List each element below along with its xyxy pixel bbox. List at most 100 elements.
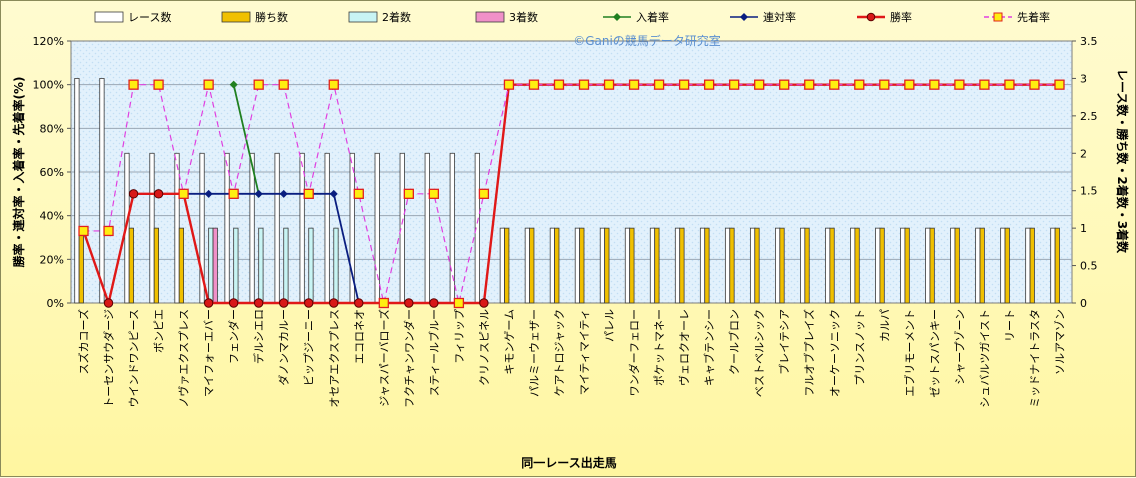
bar <box>499 227 505 304</box>
bar <box>1025 227 1031 304</box>
marker-circle <box>103 298 114 308</box>
category-label: キャブテンシー <box>702 309 716 386</box>
right-axis-ticks: 0 0.5 1 1.5 2 2.5 3 3.5 <box>1072 35 1098 310</box>
bar <box>208 227 214 304</box>
bar <box>524 227 530 304</box>
bar <box>829 227 835 304</box>
category-label: カルパ <box>878 309 891 342</box>
bar <box>954 227 960 304</box>
category-label: オーケーソニック <box>828 309 841 397</box>
bar <box>333 227 339 304</box>
legend-label: 勝ち数 <box>255 10 288 24</box>
category-label: スティールブルー <box>427 309 441 396</box>
marker-square <box>1029 79 1040 90</box>
category-label: ボンピエ <box>153 309 166 353</box>
category-label: デルシエロ <box>252 309 266 364</box>
category-labels: スズカコーズ トーセンサウダージ ウインドワンピース ボンピエ ノヴァエクスプレス マイフ… <box>77 309 1067 408</box>
legend-label: 連対率 <box>763 10 796 24</box>
marker-square <box>603 79 615 90</box>
category-label: ポケットマネー <box>653 309 666 386</box>
bar <box>604 227 610 304</box>
bar <box>704 227 710 304</box>
bar <box>1050 227 1056 304</box>
bar <box>128 227 134 304</box>
bar <box>1029 227 1035 304</box>
category-label: ウインドワンピース <box>128 309 141 407</box>
legend-marker <box>866 12 876 22</box>
marker-circle <box>228 298 239 308</box>
left-tick-label: 20% <box>40 253 64 266</box>
marker-square <box>879 79 890 90</box>
marker-diamond <box>204 189 213 198</box>
bar <box>549 227 555 304</box>
category-label: ワンダーフェロー <box>627 309 641 396</box>
left-tick-label: 100% <box>33 79 64 92</box>
bar <box>504 227 510 304</box>
bar <box>399 152 405 304</box>
bar <box>925 227 931 304</box>
category-label: キモンゲーム <box>503 309 516 375</box>
category-label: ブレイテシア <box>777 309 791 375</box>
marker-circle <box>203 298 214 308</box>
y-axis-left-title: 勝率・連対率・入着率・先着率(%) <box>11 77 26 268</box>
marker-square <box>1004 79 1015 90</box>
marker-square <box>653 79 665 90</box>
category-label: トーセンサウダージ <box>102 309 116 408</box>
category-label: ベストベルシック <box>753 309 766 397</box>
bar <box>850 227 856 304</box>
marker-square <box>904 79 915 90</box>
series-line <box>183 192 360 304</box>
bar <box>1054 227 1060 304</box>
marker-square <box>804 79 815 90</box>
category-label: フクチャンワンダー <box>402 309 416 408</box>
category-label: ノヴァエクスプレス <box>177 309 191 408</box>
bar <box>99 78 105 304</box>
category-label: パレル <box>603 309 616 342</box>
bar <box>529 227 535 304</box>
marker-square <box>929 79 940 90</box>
bar <box>308 227 314 304</box>
watermark: ©Ganiの競馬データ研究室 <box>573 33 721 48</box>
category-label: エブリモーメント <box>902 309 916 397</box>
bar <box>258 227 264 304</box>
bar <box>629 227 635 304</box>
bar <box>729 227 735 304</box>
category-label: エコロネオ <box>353 309 366 364</box>
category-label: パルミーウェザー <box>528 309 541 397</box>
bar <box>149 152 155 304</box>
bar <box>1000 227 1006 304</box>
bar <box>579 227 585 304</box>
marker-square <box>303 188 314 199</box>
bar <box>624 227 631 304</box>
marker-square <box>328 79 339 90</box>
category-label: ソルアマゾン <box>1053 309 1066 375</box>
marker-square <box>553 79 565 90</box>
bar <box>879 227 885 304</box>
bar <box>749 227 756 304</box>
bar <box>975 227 981 304</box>
marker-square <box>503 79 515 90</box>
right-tick-label: 1.5 <box>1080 185 1098 198</box>
bar <box>929 227 935 304</box>
right-tick-label: 2.5 <box>1080 110 1098 123</box>
bar <box>233 227 239 304</box>
bar <box>854 227 860 304</box>
marker-circle <box>404 298 414 308</box>
left-tick-label: 40% <box>40 210 64 223</box>
category-label: プリンスノット <box>853 309 866 386</box>
category-label: ビップジーニー <box>303 309 316 386</box>
marker-diamond <box>254 189 263 198</box>
bar <box>654 227 660 304</box>
marker-square <box>478 188 490 199</box>
marker-square <box>403 188 414 199</box>
marker-square <box>628 79 640 90</box>
legend-label: 2着数 <box>382 10 411 24</box>
legend-label: レース数 <box>128 11 171 24</box>
category-label: ゼットスパンキー <box>928 309 941 398</box>
bar <box>283 227 289 304</box>
marker-circle <box>354 298 364 308</box>
category-label: フルオブプレイズ <box>802 309 816 397</box>
y-axis-right-title: レース数・勝ち数・2着数・3着数 <box>1115 69 1130 254</box>
marker-square <box>353 188 364 199</box>
